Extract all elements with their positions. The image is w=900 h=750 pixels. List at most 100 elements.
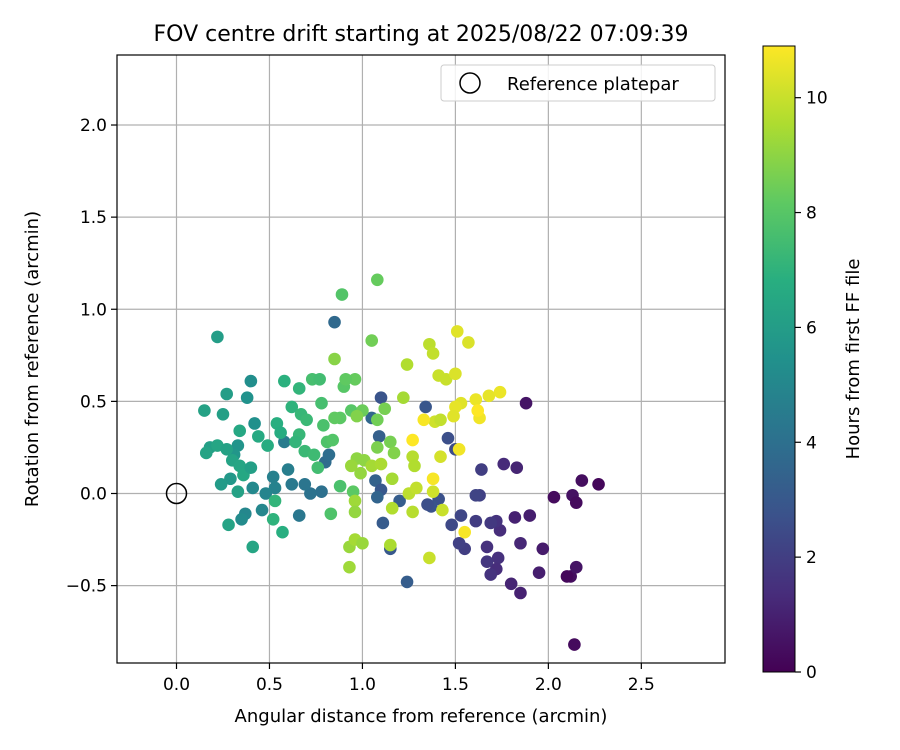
scatter-point [441, 431, 455, 445]
scatter-point [374, 391, 388, 404]
scatter-point [244, 461, 258, 475]
scatter-point [397, 391, 410, 404]
x-tick-label: 1.5 [442, 675, 469, 695]
scatter-point [300, 413, 313, 427]
scatter-point [532, 566, 546, 580]
scatter-point [292, 382, 306, 395]
scatter-point [547, 490, 561, 504]
scatter-point [304, 487, 317, 500]
scatter-point [274, 426, 287, 439]
scatter-point [259, 487, 273, 500]
scatter-point [536, 542, 550, 556]
scatter-point [344, 459, 358, 473]
scatter-point [462, 336, 475, 349]
scatter-point [335, 288, 349, 301]
x-tick-label: 0.5 [256, 675, 283, 695]
scatter-point [471, 404, 485, 417]
scatter-point [419, 400, 432, 414]
scatter-point [292, 509, 306, 522]
scatter-point [560, 570, 574, 583]
scatter-point [374, 457, 388, 471]
scatter-point [348, 494, 362, 508]
scatter-point [307, 448, 321, 462]
scatter-point [384, 435, 397, 449]
scatter-point [220, 442, 234, 456]
scatter-point [480, 555, 494, 568]
scatter-point [408, 459, 421, 473]
scatter-point [348, 505, 362, 519]
y-tick-label: 0.0 [80, 484, 107, 504]
scatter-point [328, 352, 341, 366]
scatter-point [285, 400, 299, 414]
scatter-point [569, 560, 583, 574]
scatter-point [447, 409, 460, 423]
scatter-point [372, 430, 386, 443]
scatter-point [246, 481, 260, 495]
scatter-point [369, 474, 382, 487]
y-tick-label: 0.5 [80, 392, 107, 412]
colorbar-tick-label: 10 [806, 89, 828, 109]
scatter-point [371, 490, 384, 504]
scatter-point [445, 518, 458, 532]
scatter-point [333, 479, 347, 493]
legend-label: Reference platepar [507, 74, 679, 95]
scatter-point [233, 424, 247, 438]
scatter-point [426, 485, 440, 498]
scatter-point [350, 409, 364, 423]
scatter-point [480, 540, 494, 554]
scatter-point [400, 575, 414, 589]
scatter-point [285, 477, 299, 491]
scatter-point [378, 402, 392, 416]
scatter-point [376, 516, 390, 530]
scatter-point [482, 389, 496, 403]
scatter-point [384, 538, 397, 552]
x-tick-label: 2.5 [628, 675, 655, 695]
scatter-point [199, 446, 213, 460]
scatter-point [426, 347, 440, 360]
scatter-point [328, 411, 341, 425]
x-axis-label: Angular distance from reference (arcmin) [235, 706, 608, 727]
scatter-point [246, 540, 260, 554]
scatter-point [450, 325, 464, 338]
scatter-point [497, 457, 511, 471]
scatter-point [421, 498, 434, 511]
scatter-point [592, 477, 605, 491]
scatter-point [268, 481, 282, 495]
scatter-point [343, 560, 356, 574]
scatter-point [220, 387, 234, 401]
scatter-point [371, 441, 384, 454]
scatter-point [434, 413, 447, 427]
scatter-point [281, 463, 295, 476]
scatter-point [491, 551, 505, 565]
colorbar-tick-label: 6 [806, 318, 817, 338]
scatter-point [266, 512, 280, 526]
scatter-point [504, 577, 518, 591]
scatter-point [510, 461, 524, 475]
scatter-point [484, 516, 498, 530]
y-axis-ticks: −0.5 0.0 0.5 1.0 1.5 2.0 [66, 116, 117, 597]
scatter-point [365, 334, 379, 347]
scatter-point [434, 450, 447, 463]
scatter-point [240, 391, 254, 404]
scatter-point [514, 536, 527, 550]
scatter-point [348, 372, 362, 386]
scatter-point [252, 430, 265, 443]
scatter-point [317, 419, 330, 432]
colorbar-gradient [762, 45, 796, 673]
scatter-point [575, 474, 589, 487]
scatter-point [248, 417, 261, 430]
y-axis-label: Rotation from reference (arcmin) [22, 211, 43, 507]
scatter-point [315, 485, 328, 498]
scatter-point [449, 367, 462, 381]
colorbar-label: Hours from first FF file [843, 259, 864, 460]
scatter-point [278, 374, 291, 388]
scatter-point [426, 472, 440, 486]
scatter-point [484, 568, 498, 581]
scatter-point [469, 514, 483, 528]
x-tick-label: 2.0 [535, 675, 562, 695]
scatter-point [508, 511, 522, 524]
scatter-point [261, 439, 274, 452]
scatter-point [268, 494, 282, 508]
scatter-point [371, 273, 384, 287]
